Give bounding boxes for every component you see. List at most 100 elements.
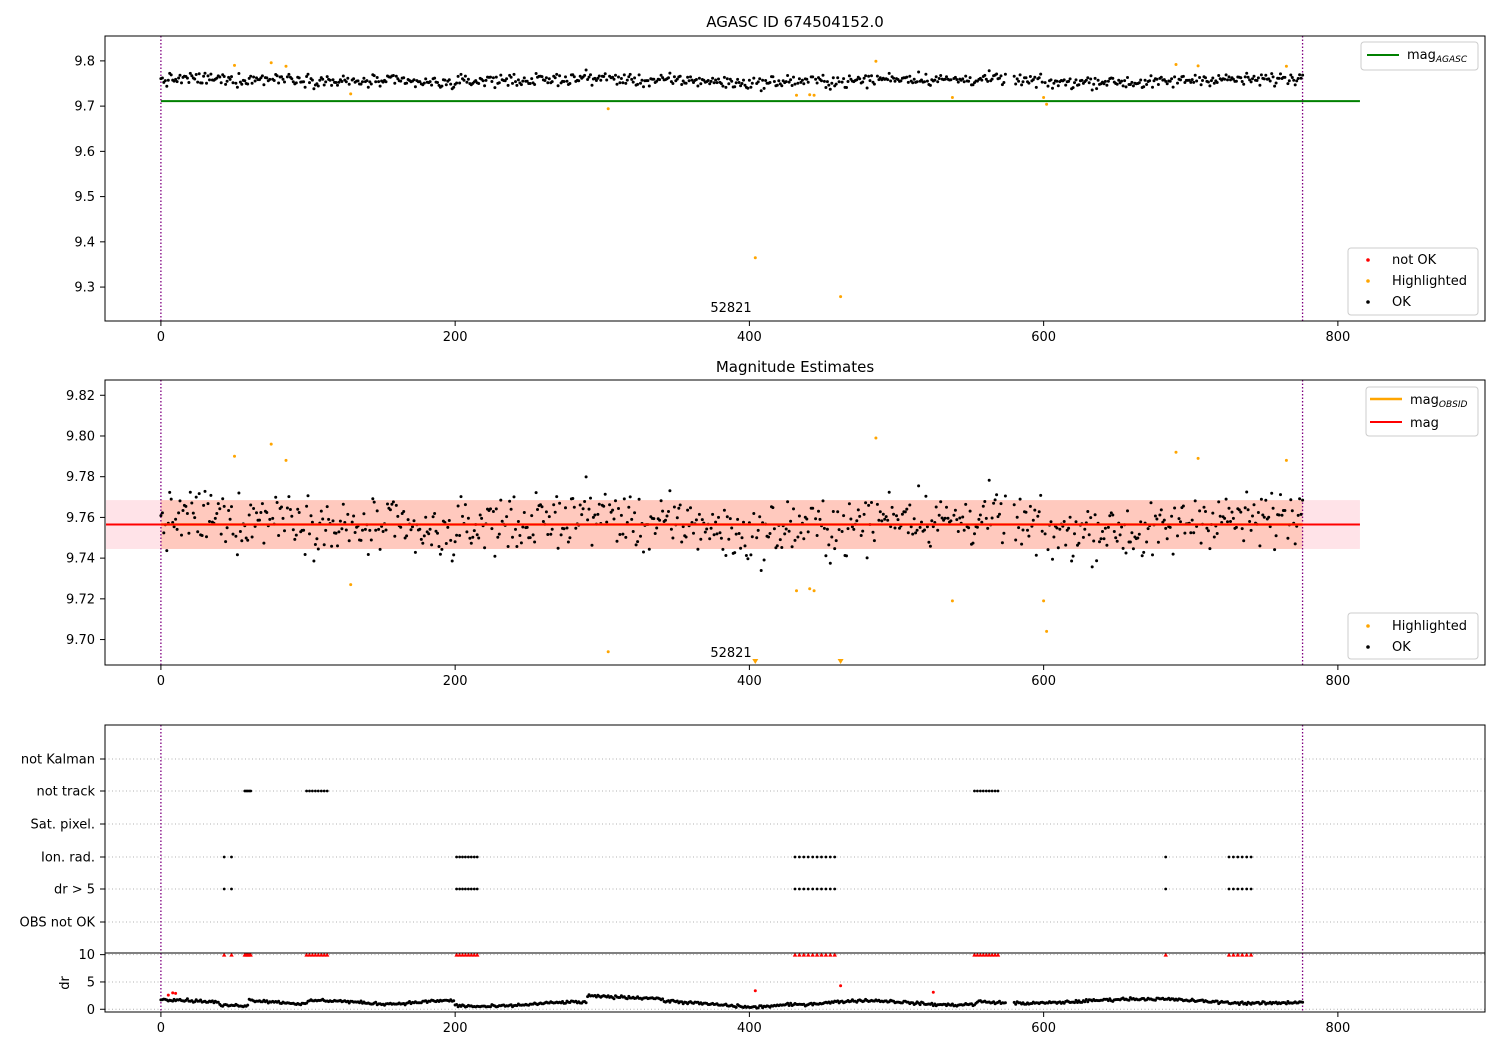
ok-point [230, 75, 233, 79]
ok-point [280, 75, 283, 79]
ok-point [240, 82, 244, 86]
magnitude-legend-points[interactable]: Highlighted OK [1347, 612, 1479, 660]
highlighted-point [808, 93, 812, 97]
ok-point [1229, 520, 1232, 523]
dr-capped-marker [806, 952, 811, 957]
ok-point [430, 543, 434, 547]
ok-point [684, 535, 688, 539]
ok-point [699, 82, 703, 86]
ok-point [800, 78, 804, 82]
ok-point [594, 79, 598, 82]
ok-point [219, 81, 223, 85]
p2-ytick-label: 9.70 [66, 633, 95, 648]
ok-point [1217, 74, 1221, 77]
ok-point [783, 532, 787, 536]
ok-point [477, 82, 481, 85]
ok-point [1039, 493, 1043, 497]
ok-point [1017, 79, 1021, 83]
ok-point [1111, 513, 1115, 517]
magnitude-legend-lines[interactable]: magOBSID mag [1365, 386, 1479, 437]
ok-point [1204, 76, 1207, 80]
p2-ytick-label: 9.82 [66, 389, 95, 404]
ok-point [1089, 77, 1093, 81]
ok-point [612, 77, 616, 81]
agasc-legend-points[interactable]: not OK Highlighted OK [1347, 247, 1479, 316]
ok-point [1074, 520, 1078, 524]
ok-point [858, 514, 862, 518]
flag-point [815, 887, 819, 891]
ok-point [1264, 73, 1268, 77]
ok-point [778, 538, 782, 542]
ok-point [1190, 518, 1194, 522]
ok-point [1070, 559, 1074, 563]
ok-point [330, 544, 334, 548]
ok-point [619, 77, 623, 80]
flag-point [319, 789, 323, 793]
ok-point [1211, 511, 1215, 515]
ok-point [196, 80, 200, 84]
ok-point [714, 78, 718, 82]
ok-point [260, 74, 264, 78]
ok-point [1190, 78, 1194, 82]
ok-point [822, 79, 826, 83]
agasc-legend-line[interactable]: magAGASC [1360, 41, 1479, 71]
ok-point [193, 77, 197, 81]
p2-xtick-label: 400 [737, 674, 762, 689]
ok-point [621, 81, 625, 85]
ok-point [499, 73, 503, 77]
ok-point [166, 78, 170, 82]
ok-point [639, 81, 642, 85]
ok-point [742, 78, 745, 82]
dr-capped-marker [995, 952, 1001, 957]
ok-point [224, 540, 228, 544]
ok-point [877, 518, 881, 522]
ok-point [923, 80, 926, 84]
ok-point [1206, 529, 1210, 533]
ok-point [1084, 78, 1088, 82]
ok-point [472, 529, 476, 533]
flag-point [458, 887, 461, 891]
ok-point [655, 526, 659, 530]
ok-point [1102, 537, 1106, 541]
dr-capped-marker [307, 952, 312, 957]
ok-point [1165, 537, 1169, 541]
flag-point [811, 887, 815, 891]
ok-point [668, 489, 672, 493]
ok-point [1202, 505, 1206, 509]
ok-point [368, 80, 372, 84]
flag-point [976, 789, 979, 793]
flag-label: dr > 5 [54, 883, 95, 898]
ok-point [393, 81, 397, 85]
ok-point [514, 80, 517, 84]
ok-point [428, 80, 432, 84]
ok-point [171, 521, 175, 524]
ok-point [1139, 520, 1143, 524]
ok-point [1177, 517, 1181, 521]
ok-point [1205, 526, 1209, 530]
dr-point [1084, 998, 1088, 1001]
flag-point [472, 887, 476, 891]
ok-point [516, 78, 520, 82]
dr-capped-marker [457, 952, 462, 957]
magnitude-panel-title: Magnitude Estimates [716, 358, 874, 376]
dr-xtick-label: 200 [443, 1021, 468, 1036]
flag-point [230, 887, 233, 891]
dr-capped-marker [463, 952, 468, 957]
ok-point [235, 85, 239, 89]
ok-point [737, 532, 741, 535]
ok-point [847, 74, 851, 78]
ok-point [1193, 73, 1197, 77]
ok-point [1037, 510, 1041, 514]
dr-point [1284, 1002, 1288, 1006]
ok-point [690, 78, 694, 82]
dr-capped-marker [472, 952, 477, 957]
ok-point [1293, 83, 1297, 87]
ok-point [1262, 77, 1266, 81]
ok-point [802, 82, 806, 86]
ok-point [465, 530, 469, 534]
ok-point [1073, 81, 1076, 85]
ok-point [565, 79, 569, 83]
ok-point [471, 535, 475, 539]
ok-point [185, 512, 189, 515]
dr-capped-marker [304, 952, 309, 957]
